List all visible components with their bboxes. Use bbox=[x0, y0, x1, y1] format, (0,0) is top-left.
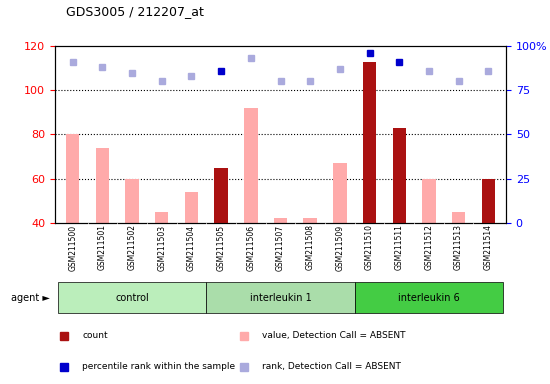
Text: GSM211505: GSM211505 bbox=[217, 224, 226, 271]
Text: GSM211514: GSM211514 bbox=[483, 224, 493, 270]
Text: GSM211503: GSM211503 bbox=[157, 224, 166, 271]
Text: GSM211509: GSM211509 bbox=[336, 224, 344, 271]
Bar bbox=[274, 218, 287, 223]
Bar bbox=[333, 163, 346, 223]
Text: GDS3005 / 212207_at: GDS3005 / 212207_at bbox=[66, 5, 204, 18]
Bar bbox=[422, 179, 436, 223]
FancyBboxPatch shape bbox=[206, 282, 355, 313]
Bar bbox=[452, 212, 465, 223]
Text: interleukin 6: interleukin 6 bbox=[398, 293, 460, 303]
Text: GSM211508: GSM211508 bbox=[306, 224, 315, 270]
Bar bbox=[96, 148, 109, 223]
Text: GSM211500: GSM211500 bbox=[68, 224, 78, 271]
Text: GSM211504: GSM211504 bbox=[187, 224, 196, 271]
FancyBboxPatch shape bbox=[355, 282, 503, 313]
Bar bbox=[185, 192, 198, 223]
Bar bbox=[125, 179, 139, 223]
Text: value, Detection Call = ABSENT: value, Detection Call = ABSENT bbox=[262, 331, 406, 341]
FancyBboxPatch shape bbox=[58, 282, 206, 313]
Bar bbox=[66, 134, 80, 223]
Bar bbox=[363, 61, 376, 223]
Text: count: count bbox=[82, 331, 108, 341]
Text: percentile rank within the sample: percentile rank within the sample bbox=[82, 362, 235, 371]
Text: GSM211511: GSM211511 bbox=[395, 224, 404, 270]
Text: GSM211510: GSM211510 bbox=[365, 224, 374, 270]
Bar bbox=[244, 108, 257, 223]
Bar bbox=[214, 167, 228, 223]
Text: GSM211501: GSM211501 bbox=[98, 224, 107, 270]
Text: agent ►: agent ► bbox=[10, 293, 50, 303]
Bar bbox=[155, 212, 168, 223]
Text: GSM211512: GSM211512 bbox=[425, 224, 433, 270]
Bar bbox=[481, 179, 495, 223]
Text: rank, Detection Call = ABSENT: rank, Detection Call = ABSENT bbox=[262, 362, 402, 371]
Bar bbox=[304, 218, 317, 223]
Text: GSM211513: GSM211513 bbox=[454, 224, 463, 270]
Text: GSM211507: GSM211507 bbox=[276, 224, 285, 271]
Text: GSM211502: GSM211502 bbox=[128, 224, 136, 270]
Text: GSM211506: GSM211506 bbox=[246, 224, 255, 271]
Bar bbox=[393, 128, 406, 223]
Text: control: control bbox=[116, 293, 149, 303]
Text: interleukin 1: interleukin 1 bbox=[250, 293, 311, 303]
